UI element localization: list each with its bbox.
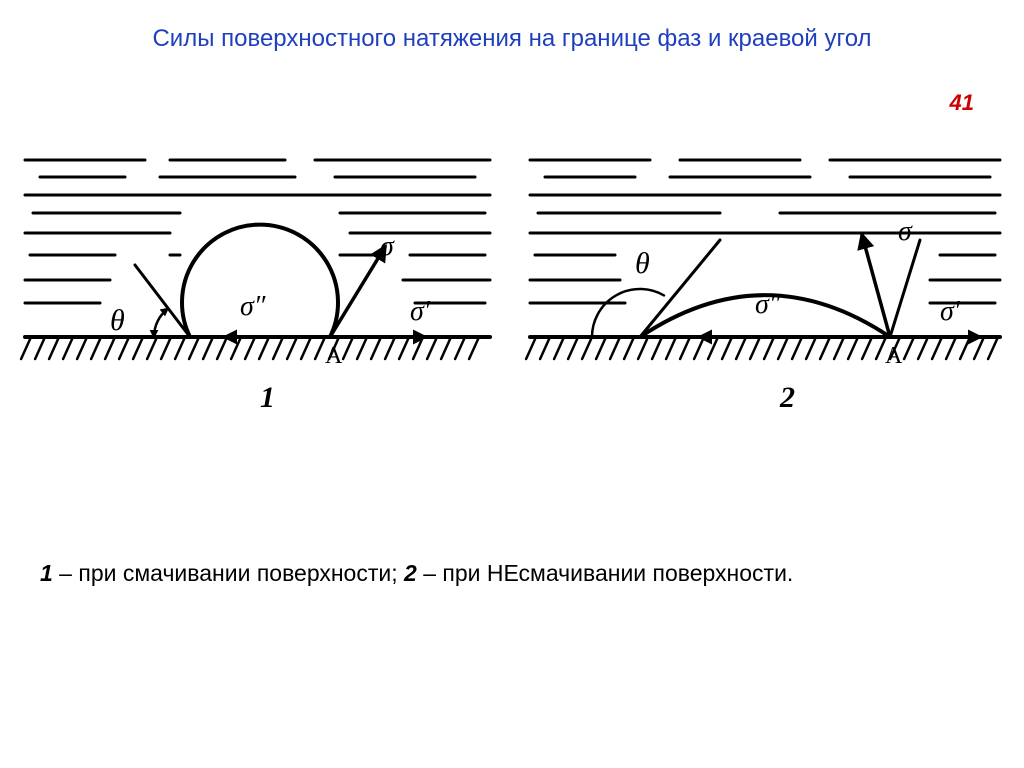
svg-text:σ′: σ′ bbox=[940, 296, 961, 327]
svg-text:σ″: σ″ bbox=[240, 291, 266, 322]
diagram-area: θ σ″ σ σ′ A 1 θ σ″ σ σ′ A 2 bbox=[15, 145, 1009, 445]
page-title: Силы поверхностного натяжения на границе… bbox=[0, 25, 1024, 53]
svg-text:A: A bbox=[885, 343, 903, 369]
surface-tension-diagram: θ σ″ σ σ′ A 1 θ σ″ σ σ′ A 2 bbox=[15, 145, 1009, 445]
svg-text:σ: σ bbox=[380, 231, 395, 262]
caption: 1 – при смачивании поверхности; 2 – при … bbox=[40, 560, 984, 587]
svg-text:1: 1 bbox=[260, 381, 275, 414]
svg-text:2: 2 bbox=[779, 381, 795, 414]
page: Силы поверхностного натяжения на границе… bbox=[0, 0, 1024, 768]
svg-text:θ: θ bbox=[110, 304, 125, 337]
svg-text:σ′: σ′ bbox=[410, 296, 431, 327]
svg-text:σ: σ bbox=[898, 216, 913, 247]
page-number: 41 bbox=[950, 90, 974, 116]
svg-text:A: A bbox=[325, 343, 343, 369]
svg-text:θ: θ bbox=[635, 247, 650, 280]
svg-text:σ″: σ″ bbox=[755, 289, 781, 320]
